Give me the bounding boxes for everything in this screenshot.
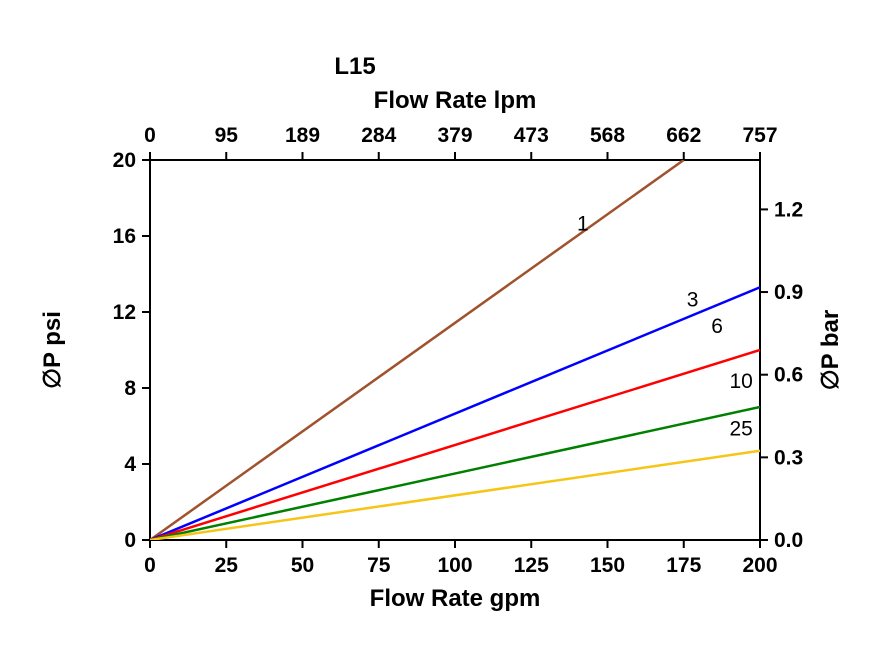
x-top-tick-label: 95 bbox=[215, 124, 239, 147]
x-top-tick-label: 662 bbox=[666, 124, 701, 147]
y-left-title: ∅P psi bbox=[39, 311, 66, 389]
y-left-tick-label: 16 bbox=[113, 225, 136, 248]
x-bottom-tick-label: 0 bbox=[144, 554, 156, 577]
y-right-tick-label: 0.0 bbox=[774, 529, 803, 552]
series-label-10: 10 bbox=[730, 370, 753, 393]
chart-container: 0255075100125150175200Flow Rate gpm09518… bbox=[0, 0, 880, 646]
x-top-tick-label: 189 bbox=[285, 124, 320, 147]
x-bottom-tick-label: 50 bbox=[291, 554, 314, 577]
y-right-tick-label: 1.2 bbox=[774, 198, 803, 221]
series-label-1: 1 bbox=[577, 212, 589, 235]
y-right-tick-label: 0.3 bbox=[774, 446, 803, 469]
x-bottom-tick-label: 175 bbox=[666, 554, 701, 577]
series-label-3: 3 bbox=[687, 288, 699, 311]
x-bottom-tick-label: 125 bbox=[514, 554, 549, 577]
y-left-tick-label: 0 bbox=[124, 529, 136, 552]
chart-svg: 0255075100125150175200Flow Rate gpm09518… bbox=[0, 0, 880, 646]
x-bottom-title: Flow Rate gpm bbox=[370, 585, 541, 612]
x-top-tick-label: 0 bbox=[144, 124, 156, 147]
x-bottom-tick-label: 75 bbox=[367, 554, 391, 577]
y-left-tick-label: 8 bbox=[124, 377, 136, 400]
x-top-tick-label: 284 bbox=[361, 124, 396, 147]
x-top-tick-label: 757 bbox=[742, 124, 777, 147]
y-left-tick-label: 20 bbox=[113, 149, 136, 172]
x-top-tick-label: 379 bbox=[437, 124, 472, 147]
y-left-tick-label: 12 bbox=[113, 301, 136, 324]
x-bottom-tick-label: 200 bbox=[742, 554, 777, 577]
x-top-tick-label: 473 bbox=[514, 124, 549, 147]
x-bottom-tick-label: 100 bbox=[437, 554, 472, 577]
series-label-25: 25 bbox=[730, 418, 753, 441]
y-right-title: ∅P bar bbox=[817, 310, 844, 391]
y-left-tick-label: 4 bbox=[124, 453, 136, 476]
x-bottom-tick-label: 150 bbox=[590, 554, 625, 577]
x-bottom-tick-label: 25 bbox=[215, 554, 239, 577]
series-label-6: 6 bbox=[711, 315, 723, 338]
chart-title: L15 bbox=[334, 53, 375, 80]
x-top-title: Flow Rate lpm bbox=[374, 87, 537, 114]
x-top-tick-label: 568 bbox=[590, 124, 625, 147]
y-right-tick-label: 0.6 bbox=[774, 364, 803, 387]
y-right-tick-label: 0.9 bbox=[774, 281, 803, 304]
